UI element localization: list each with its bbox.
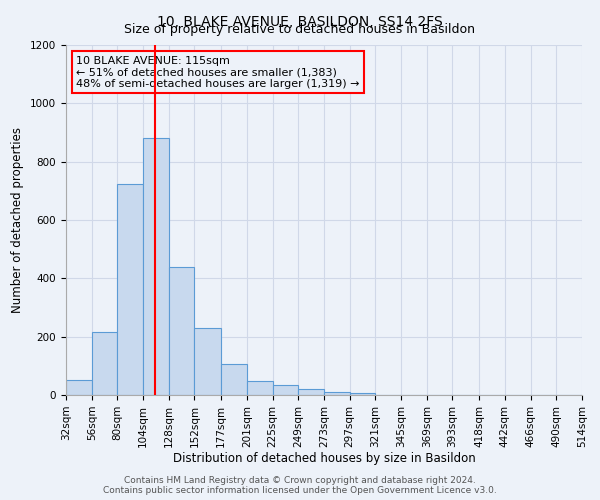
Bar [298,389,324,395]
Bar [169,266,194,395]
Text: 10, BLAKE AVENUE, BASILDON, SS14 2FS: 10, BLAKE AVENUE, BASILDON, SS14 2FS [157,15,443,29]
Bar [350,393,376,395]
Bar [118,184,143,395]
Bar [66,380,92,395]
Text: Size of property relative to detached houses in Basildon: Size of property relative to detached ho… [125,22,476,36]
X-axis label: Distribution of detached houses by size in Basildon: Distribution of detached houses by size … [173,452,475,466]
Y-axis label: Number of detached properties: Number of detached properties [11,127,25,313]
Bar [221,364,247,395]
Text: 10 BLAKE AVENUE: 115sqm
← 51% of detached houses are smaller (1,383)
48% of semi: 10 BLAKE AVENUE: 115sqm ← 51% of detache… [76,56,360,88]
Bar [324,392,350,395]
Bar [272,385,298,395]
Bar [194,328,221,395]
Text: Contains HM Land Registry data © Crown copyright and database right 2024.
Contai: Contains HM Land Registry data © Crown c… [103,476,497,495]
Bar [247,382,272,395]
Bar [143,138,169,395]
Bar [92,332,118,395]
